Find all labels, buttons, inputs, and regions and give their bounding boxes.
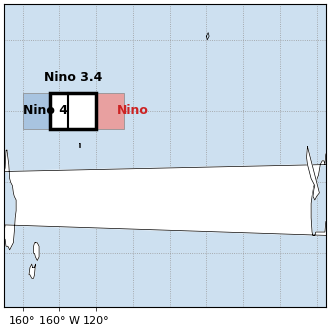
- Text: Nino 3.4: Nino 3.4: [44, 71, 102, 84]
- Polygon shape: [34, 243, 39, 260]
- Bar: [22, 93, 69, 129]
- Bar: [96, 93, 124, 129]
- Bar: [50, 93, 96, 129]
- Text: Nino: Nino: [117, 105, 149, 117]
- Polygon shape: [29, 264, 35, 278]
- Text: Nino 4: Nino 4: [23, 105, 68, 117]
- Polygon shape: [4, 150, 330, 250]
- Polygon shape: [307, 147, 319, 200]
